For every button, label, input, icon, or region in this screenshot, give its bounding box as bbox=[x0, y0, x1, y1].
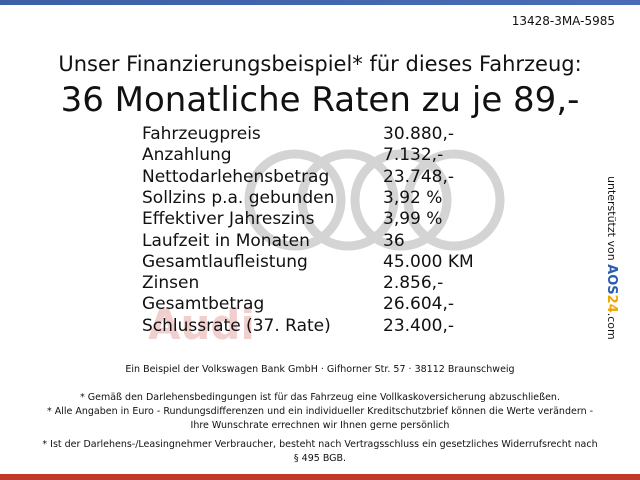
row-label: Gesamtbetrag bbox=[142, 294, 265, 315]
brand: 24 bbox=[604, 294, 619, 313]
row-value: 23.400,- bbox=[383, 315, 455, 336]
row-label: Effektiver Jahreszins bbox=[142, 209, 315, 230]
row-label: Zinsen bbox=[142, 273, 200, 294]
row-value: 45.000 KM bbox=[383, 251, 474, 272]
note: * Alle Angaben in Euro - Rundungsdiffere… bbox=[46, 406, 594, 431]
row-label: Anzahlung bbox=[142, 145, 232, 166]
bank-info: Ein Beispiel der Volkswagen Bank GmbH · … bbox=[125, 364, 515, 375]
row-label: Nettodarlehensbetrag bbox=[142, 166, 330, 187]
subtitle: Unser Finanzierungsbeispiel* für dieses … bbox=[58, 52, 582, 76]
row-value: 2.856,- bbox=[383, 273, 444, 294]
brand: AOS bbox=[604, 264, 619, 295]
row-label: Gesamtlaufleistung bbox=[142, 251, 308, 272]
row-value: 26.604,- bbox=[383, 294, 455, 315]
note: * Ist der Darlehens-/Leasingnehmer Verbr… bbox=[42, 439, 598, 464]
sponsor: unterstützt von AOS24.com bbox=[604, 176, 619, 340]
row-label: Sollzins p.a. gebunden bbox=[142, 187, 335, 208]
row-label: Fahrzeugpreis bbox=[142, 124, 261, 144]
bottom-bar bbox=[0, 474, 640, 480]
row-label: Laufzeit in Monaten bbox=[142, 230, 310, 251]
row-value: 36 bbox=[383, 230, 405, 251]
row-value: 3,99 % bbox=[383, 209, 443, 230]
sponsor-prefix: unterstützt von bbox=[605, 176, 618, 261]
watermark: Audi bbox=[148, 300, 255, 349]
top-bar bbox=[0, 0, 640, 5]
note: * Gemäß den Darlehensbedingungen ist für… bbox=[80, 392, 560, 403]
row-value: 7.132,- bbox=[383, 145, 444, 166]
row-value: 23.748,- bbox=[383, 166, 455, 187]
title: 36 Monatliche Raten zu je 89,- bbox=[60, 80, 580, 120]
brand: .com bbox=[605, 312, 618, 340]
reference: 13428-3MA-5985 bbox=[511, 14, 615, 28]
row-label: Schlussrate (37. Rate) bbox=[142, 315, 331, 336]
row-value: 30.880,- bbox=[383, 124, 455, 144]
row-value: 3,92 % bbox=[383, 187, 443, 208]
